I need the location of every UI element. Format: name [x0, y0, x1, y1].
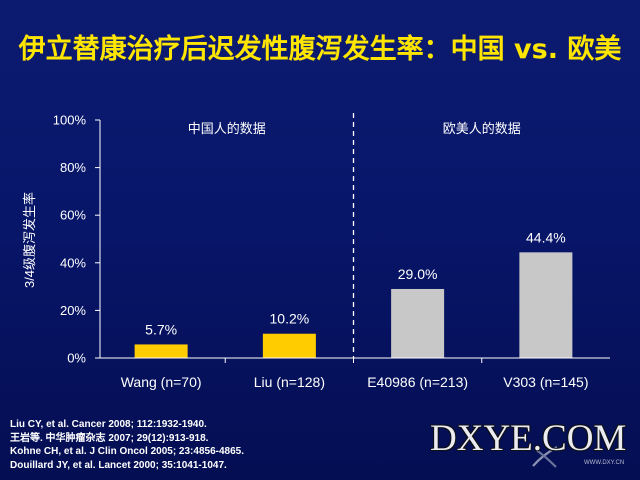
watermark: DXYE.COM: [430, 418, 627, 459]
y-axis-title: 3/4级腹泻发生率: [22, 192, 37, 288]
reference-item: 王岩等. 中华肿瘤杂志 2007; 29(12):913-918.: [10, 432, 209, 444]
watermark-url: WWW.DXY.CN: [584, 460, 625, 466]
dxy-logo-icon: [532, 446, 558, 468]
group-label: 中国人的数据: [188, 121, 266, 136]
references: Liu CY, et al. Cancer 2008; 112:1932-194…: [10, 418, 410, 472]
x-axis: Wang (n=70) Liu (n=128) E40986 (n=213) V303…: [121, 358, 588, 390]
bar-value-label: 44.4%: [526, 229, 566, 245]
reference-item: Douillard JY, et al. Lancet 2000; 35:104…: [10, 459, 227, 471]
x-category-label: E40986 (n=213): [367, 374, 468, 390]
y-tick-label: 60%: [60, 208, 86, 223]
bars: 5.7% 10.2% 29.0% 44.4%: [134, 229, 573, 358]
bar-value-label: 5.7%: [145, 321, 177, 337]
reference-item: Liu CY, et al. Cancer 2008; 112:1932-194…: [10, 419, 207, 430]
y-tick-label: 20%: [60, 303, 86, 318]
bar-value-label: 29.0%: [398, 266, 438, 282]
y-tick-label: 40%: [60, 255, 86, 270]
y-tick-label: 0%: [67, 351, 86, 366]
y-axis: 0% 20% 40% 60% 80% 100%: [53, 113, 100, 366]
y-tick-label: 100%: [53, 113, 87, 128]
group-labels: 中国人的数据 欧美人的数据: [188, 113, 521, 358]
slide-title: 伊立替康治疗后迟发性腹泻发生率：中国 vs. 欧美: [18, 34, 622, 65]
bar-4: [519, 252, 573, 358]
y-tick-label: 80%: [60, 160, 86, 175]
bar-value-label: 10.2%: [270, 311, 310, 327]
bar-1: [134, 344, 188, 358]
group-label: 欧美人的数据: [443, 121, 521, 136]
bar-2: [262, 333, 316, 358]
reference-item: Kohne CH, et al. J Clin Oncol 2005; 23:4…: [10, 446, 244, 457]
x-category-label: Liu (n=128): [254, 374, 325, 390]
bar-3: [391, 288, 445, 358]
x-category-label: Wang (n=70): [121, 374, 202, 390]
x-category-label: V303 (n=145): [503, 374, 588, 390]
